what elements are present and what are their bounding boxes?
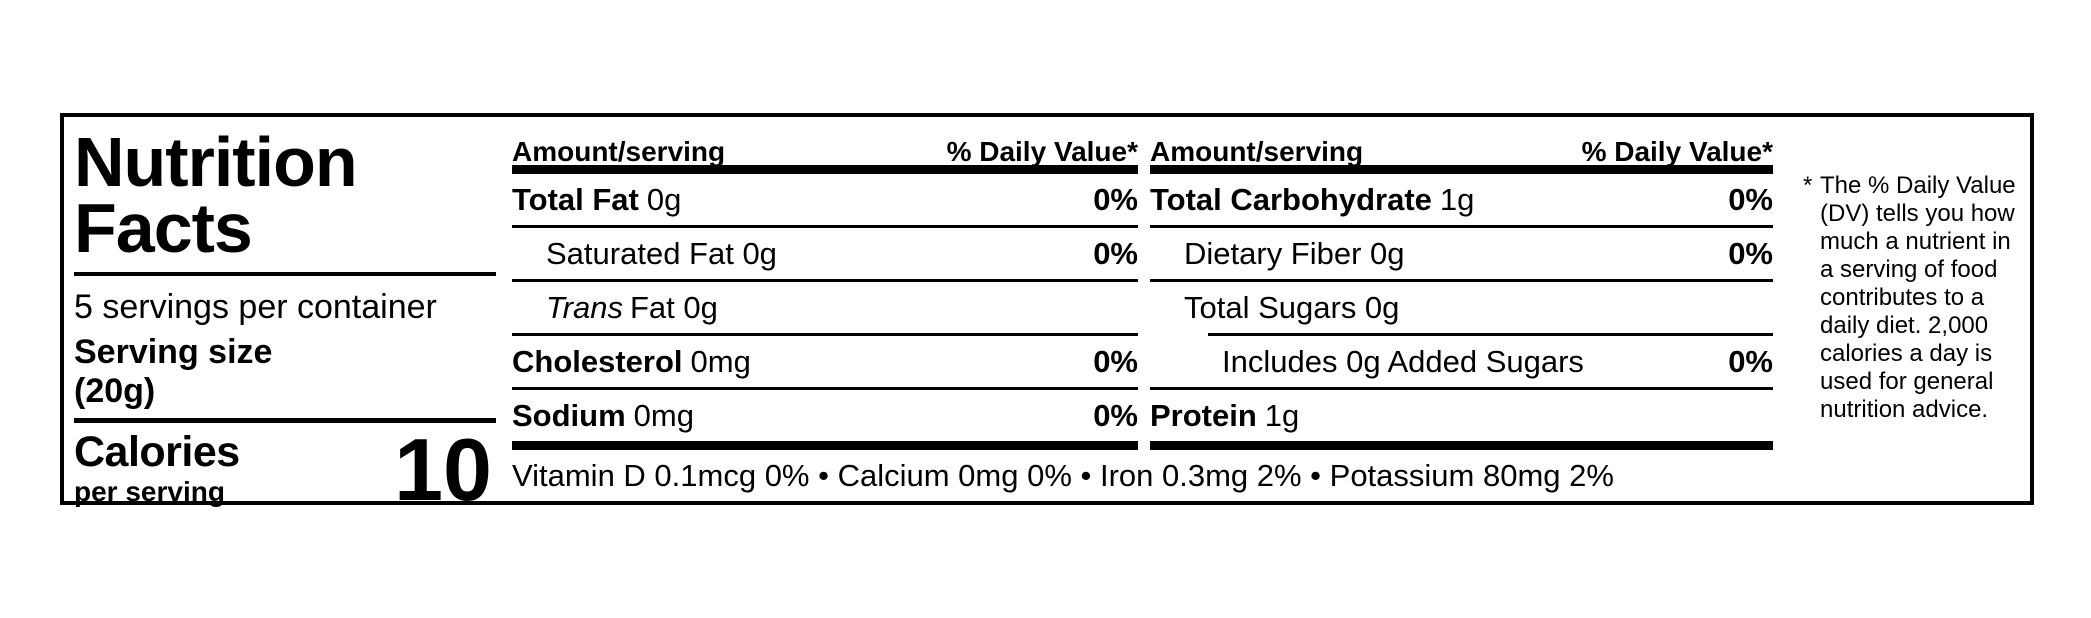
calories-value: 10 <box>394 420 492 519</box>
thick-bar <box>512 165 1138 174</box>
hairline-rule <box>512 387 1138 390</box>
nutrient-daily-value: 0% <box>1728 343 1773 379</box>
nutrient-name: Trans <box>546 289 623 325</box>
label-title: Nutrition Facts <box>74 123 496 267</box>
nutrient-name: Protein <box>1150 397 1257 433</box>
footnote-line: used for general <box>1820 368 1994 395</box>
footnote-line: daily diet. 2,000 <box>1820 312 1989 339</box>
nutrient-amount: 0g <box>646 181 682 217</box>
hairline-rule <box>1150 279 1773 282</box>
serving-size-value: (20g) <box>74 372 156 410</box>
row-dietary-fiber: Dietary Fiber 0g 0% <box>1150 228 1773 279</box>
nutrient-daily-value: 0% <box>1093 235 1138 271</box>
thick-bar <box>1150 165 1773 174</box>
servings-per-container: 5 servings per container <box>74 288 437 326</box>
footnote-text: The % Daily Value (DV) tells you how muc… <box>1820 172 2016 424</box>
nutrient-daily-value: 0% <box>1093 181 1138 217</box>
row-total-sugars: Total Sugars 0g <box>1150 282 1773 333</box>
calories-block: Calories per serving 10 <box>74 420 496 519</box>
thick-bar <box>512 441 1138 450</box>
hairline-rule <box>1150 387 1773 390</box>
hairline-rule <box>512 279 1138 282</box>
column2-header: Amount/serving % Daily Value* <box>1150 136 1773 167</box>
footnote-line: contributes to a <box>1820 284 1985 311</box>
nutrient-name: Dietary Fiber 0g <box>1184 235 1405 271</box>
row-cholesterol: Cholesterol 0mg 0% <box>512 336 1138 387</box>
row-trans-fat: Trans Fat 0g <box>512 282 1138 333</box>
hairline-rule <box>512 225 1138 228</box>
footnote-asterisk: * <box>1803 172 1813 199</box>
left-panel: Nutrition Facts 5 servings per container… <box>74 117 496 514</box>
calories-label: Calories <box>74 428 240 476</box>
row-total-carbohydrate: Total Carbohydrate 1g 0% <box>1150 174 1773 225</box>
calories-divider-rule <box>74 418 496 423</box>
nutrient-amount: 1g <box>1439 181 1475 217</box>
hairline-rule <box>512 333 1138 336</box>
column1-header: Amount/serving % Daily Value* <box>512 136 1138 167</box>
footnote-line: The % Daily Value <box>1820 172 2016 199</box>
nutrient-name: Includes 0g Added Sugars <box>1222 343 1584 379</box>
thick-bar <box>1150 441 1773 450</box>
micronutrients-line: Vitamin D 0.1mcg 0% • Calcium 0mg 0% • I… <box>512 458 1614 493</box>
nutrient-name: Sodium <box>512 397 626 433</box>
nutrient-amount: 0mg <box>690 343 751 379</box>
nutrient-name-rest: Fat 0g <box>629 289 718 325</box>
column2-header-amount: Amount/serving <box>1150 136 1364 167</box>
footnote-line: nutrition advice. <box>1820 396 1989 423</box>
nutrient-name: Cholesterol <box>512 343 683 379</box>
footnote-line: calories a day is <box>1820 340 1993 367</box>
row-protein: Protein 1g <box>1150 390 1773 441</box>
label-title-line1: Nutrition <box>74 123 358 201</box>
row-added-sugars: Includes 0g Added Sugars 0% <box>1150 336 1773 387</box>
nutrient-column-1: Amount/serving % Daily Value* Total Fat 0… <box>512 117 1138 450</box>
nutrient-column-2: Amount/serving % Daily Value* Total Carb… <box>1150 117 1773 450</box>
serving-size-label: Serving size <box>74 333 273 371</box>
footnote-line: much a nutrient in <box>1820 228 2011 255</box>
nutrient-name: Total Fat <box>512 181 639 217</box>
hairline-rule-indented <box>1208 333 1773 336</box>
nutrition-facts-label: Nutrition Facts 5 servings per container… <box>60 113 2034 514</box>
hairline-rule <box>1150 225 1773 228</box>
row-saturated-fat: Saturated Fat 0g 0% <box>512 228 1138 279</box>
title-divider-rule <box>74 272 496 276</box>
daily-value-footnote: * The % Daily Value (DV) tells you how m… <box>1803 172 2021 424</box>
calories-sublabel: per serving <box>74 476 225 507</box>
row-total-fat: Total Fat 0g 0% <box>512 174 1138 225</box>
row-sodium: Sodium 0mg 0% <box>512 390 1138 441</box>
column1-header-amount: Amount/serving <box>512 136 726 167</box>
nutrient-daily-value: 0% <box>1093 397 1138 433</box>
footnote-line: a serving of food <box>1820 256 1998 283</box>
nutrient-name: Total Sugars 0g <box>1184 289 1400 325</box>
nutrient-daily-value: 0% <box>1093 343 1138 379</box>
nutrient-name: Saturated Fat 0g <box>546 235 777 271</box>
nutrient-daily-value: 0% <box>1728 181 1773 217</box>
footnote-line: (DV) tells you how <box>1820 200 2015 227</box>
column1-header-dv: % Daily Value* <box>946 136 1138 167</box>
nutrient-amount: 0mg <box>633 397 694 433</box>
label-title-line2: Facts <box>74 189 253 267</box>
nutrient-name: Total Carbohydrate <box>1150 181 1432 217</box>
column2-header-dv: % Daily Value* <box>1581 136 1773 167</box>
nutrient-daily-value: 0% <box>1728 235 1773 271</box>
nutrient-amount: 1g <box>1264 397 1300 433</box>
